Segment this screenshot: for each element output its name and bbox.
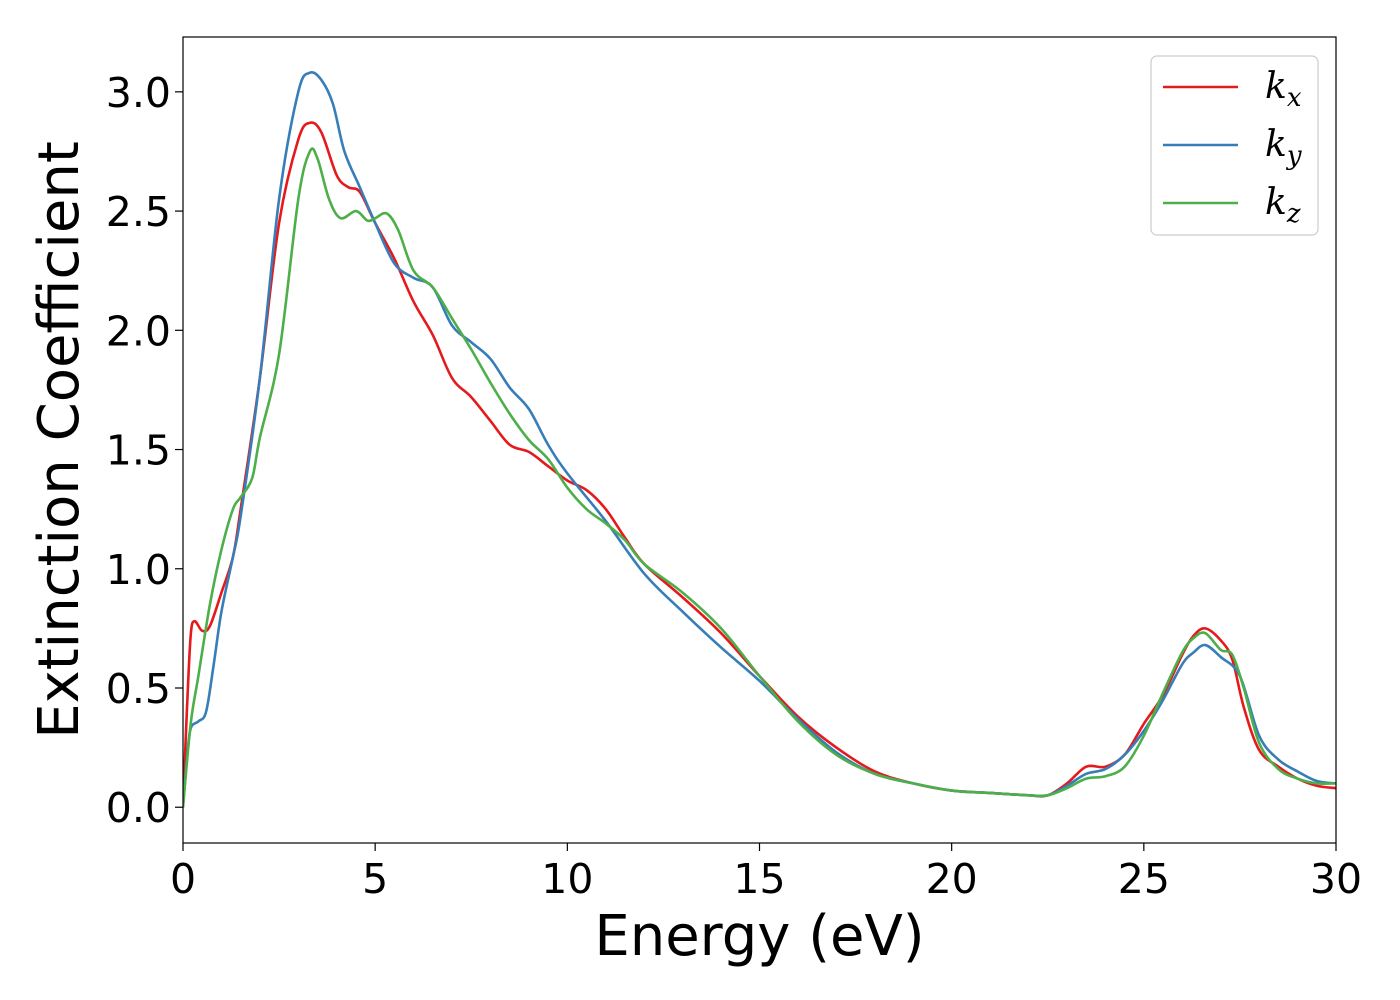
x-tick-label: 15 <box>733 855 785 903</box>
x-axis-label: Energy (eV) <box>594 904 924 969</box>
y-tick-label: 1.0 <box>106 546 171 594</box>
x-axis: 0 5 10 15 20 25 30 <box>170 843 1362 903</box>
series-lines <box>183 70 1336 808</box>
x-tick-label: 10 <box>541 855 593 903</box>
y-axis-label: Extinction Coefficient <box>27 141 92 739</box>
y-tick-label: 2.5 <box>106 188 171 236</box>
x-tick-label: 5 <box>362 855 388 903</box>
x-tick-label: 0 <box>170 855 196 903</box>
series-line-ky <box>183 70 1336 808</box>
legend-label-kz: kz <box>1265 182 1301 229</box>
legend: kx ky kz <box>1150 55 1319 236</box>
y-tick-label: 2.0 <box>106 307 171 355</box>
y-axis: 0.0 0.5 1.0 1.5 2.0 2.5 3.0 <box>106 69 183 832</box>
y-tick-label: 3.0 <box>106 69 171 117</box>
series-line-kz <box>183 147 1336 808</box>
y-tick-label: 0.0 <box>106 784 171 832</box>
legend-label-kx: kx <box>1265 66 1302 113</box>
legend-label-ky: ky <box>1265 124 1302 171</box>
y-tick-label: 0.5 <box>106 665 171 713</box>
y-tick-label: 1.5 <box>106 427 171 475</box>
x-tick-label: 20 <box>926 855 978 903</box>
x-tick-label: 25 <box>1118 855 1170 903</box>
x-tick-label: 30 <box>1310 855 1362 903</box>
